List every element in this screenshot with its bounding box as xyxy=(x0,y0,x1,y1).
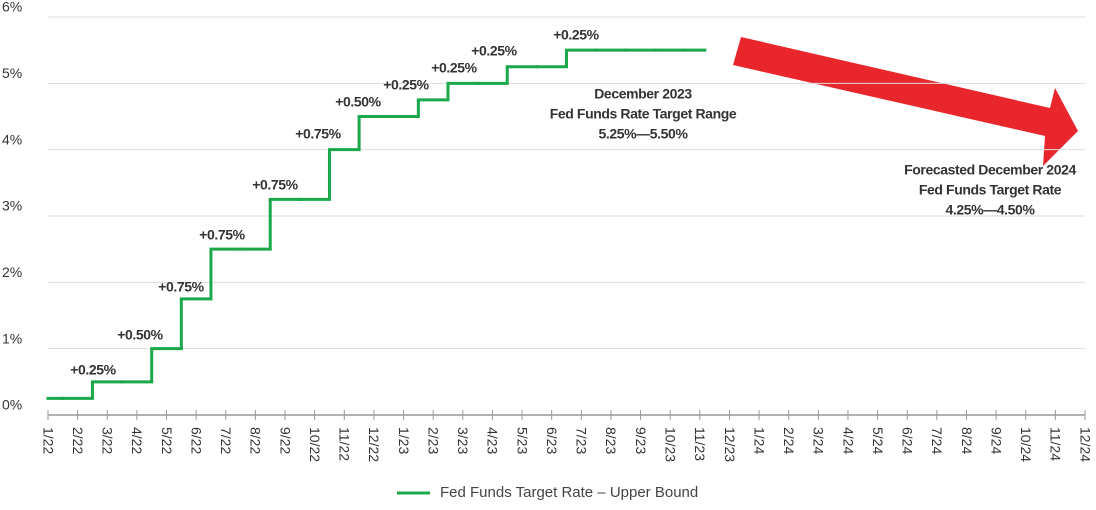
change-label: +0.25% xyxy=(471,43,517,59)
change-label: +0.75% xyxy=(199,227,245,243)
x-tick-label: 1/23 xyxy=(396,427,412,454)
note-text: 5.25%—5.50% xyxy=(599,126,689,142)
y-tick-label: 0% xyxy=(2,397,22,413)
y-tick-label: 5% xyxy=(2,65,22,81)
y-tick-label: 6% xyxy=(2,0,22,15)
y-tick-label: 1% xyxy=(2,330,22,346)
x-tick-label: 10/22 xyxy=(307,427,323,462)
change-label: +0.50% xyxy=(117,327,163,343)
change-label: +0.25% xyxy=(383,77,429,93)
x-tick-label: 4/23 xyxy=(485,427,501,454)
x-tick-label: 5/23 xyxy=(514,427,530,454)
x-tick-label: 6/23 xyxy=(544,427,560,454)
x-tick-label: 2/22 xyxy=(70,427,86,454)
change-label: +0.25% xyxy=(70,362,116,378)
x-tick-label: 8/24 xyxy=(959,427,975,454)
note-text: Fed Funds Target Rate xyxy=(919,182,1062,198)
legend-label: Fed Funds Target Rate – Upper Bound xyxy=(440,484,698,501)
change-label: +0.25% xyxy=(431,60,477,76)
x-tick-label: 10/23 xyxy=(662,427,678,462)
x-tick-label: 9/23 xyxy=(633,427,649,454)
x-tick-label: 12/24 xyxy=(1077,427,1093,462)
change-label: +0.75% xyxy=(158,279,204,295)
forecast-arrow xyxy=(733,37,1078,166)
x-tick-label: 8/22 xyxy=(248,427,264,454)
x-tick-label: 9/24 xyxy=(988,427,1004,454)
x-tick-label: 1/22 xyxy=(40,427,56,454)
x-tick-label: 2/24 xyxy=(781,427,797,454)
x-tick-label: 6/22 xyxy=(188,427,204,454)
x-tick-label: 7/22 xyxy=(218,427,234,454)
x-tick-label: 4/24 xyxy=(840,427,856,454)
x-tick-label: 7/24 xyxy=(929,427,945,454)
y-tick-label: 2% xyxy=(2,264,22,280)
change-label: +0.25% xyxy=(553,27,599,43)
note-text: December 2023 xyxy=(594,86,692,102)
x-tick-label: 3/24 xyxy=(811,427,827,454)
x-tick-label: 11/23 xyxy=(692,427,708,461)
x-tick-label: 8/23 xyxy=(603,427,619,454)
x-tick-label: 12/23 xyxy=(722,427,738,462)
x-tick-label: 5/22 xyxy=(159,427,175,454)
note-text: Forecasted December 2024 xyxy=(904,162,1076,178)
y-tick-label: 4% xyxy=(2,131,22,147)
x-tick-label: 4/22 xyxy=(129,427,145,454)
x-tick-label: 2/23 xyxy=(425,427,441,454)
y-tick-label: 3% xyxy=(2,198,22,214)
x-tick-label: 7/23 xyxy=(574,427,590,454)
x-tick-label: 3/23 xyxy=(455,427,471,454)
x-tick-label: 11/24 xyxy=(1048,427,1064,461)
change-label: +0.75% xyxy=(295,126,341,142)
x-tick-label: 11/22 xyxy=(337,427,353,461)
x-tick-label: 3/22 xyxy=(100,427,116,454)
x-tick-label: 9/22 xyxy=(277,427,293,454)
x-tick-label: 6/24 xyxy=(900,427,916,454)
x-tick-label: 10/24 xyxy=(1018,427,1034,462)
change-label: +0.75% xyxy=(252,177,298,193)
x-tick-label: 5/24 xyxy=(870,427,886,454)
note-text: 4.25%—4.50% xyxy=(946,202,1036,218)
x-tick-label: 12/22 xyxy=(366,427,382,462)
change-label: +0.50% xyxy=(335,94,381,110)
note-text: Fed Funds Rate Target Range xyxy=(550,106,737,122)
x-tick-label: 1/24 xyxy=(751,427,767,454)
